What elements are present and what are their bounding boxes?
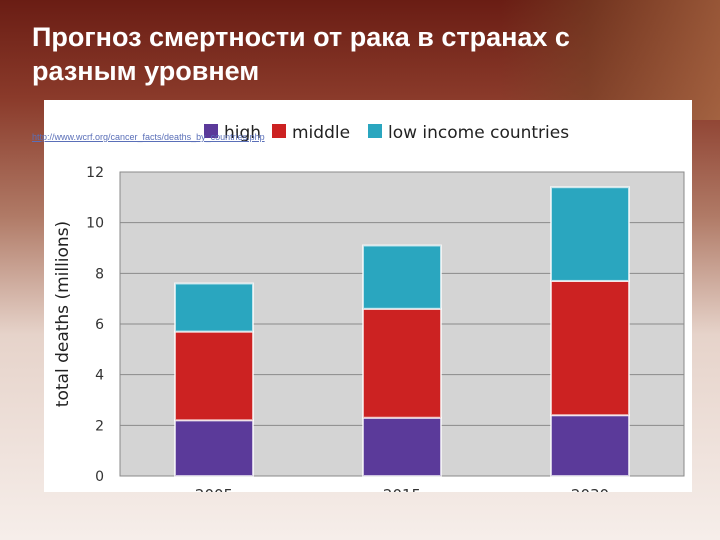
bar-segment	[362, 416, 442, 478]
legend-label: middle	[292, 123, 350, 143]
slide-title: Прогноз смертности от рака в странах с р…	[32, 22, 570, 86]
stacked-bar-chart: 0 2 4 6 8 10 12 total deaths (millions) 2005 2015…	[53, 123, 685, 492]
bar-segment	[362, 244, 442, 310]
legend-label: low income countries	[388, 123, 569, 143]
bar-segment	[550, 414, 630, 478]
x-tick-label: 2005	[195, 486, 233, 492]
bar-segment	[174, 330, 254, 422]
y-tick-label: 4	[95, 368, 104, 384]
y-tick-label: 12	[86, 165, 104, 181]
legend-swatch	[368, 124, 382, 138]
y-tick-label: 6	[95, 317, 104, 333]
legend-swatch	[272, 124, 286, 138]
legend-swatch	[204, 124, 218, 138]
bar-segment	[362, 307, 442, 419]
x-tick-label: 2015	[383, 486, 421, 492]
y-tick-label: 10	[86, 216, 104, 232]
bar-segment	[174, 419, 254, 477]
legend-label: high	[224, 123, 261, 143]
y-tick-label: 0	[95, 469, 104, 485]
bar-segment	[174, 282, 254, 333]
y-tick-label: 2	[95, 418, 104, 434]
y-axis-label: total deaths (millions)	[53, 221, 73, 407]
source-link[interactable]: http://www.wcrf.org/cancer_facts/deaths_…	[32, 132, 265, 142]
x-tick-label: 2030	[571, 486, 609, 492]
y-tick-label: 8	[95, 266, 104, 282]
bar-segment	[550, 279, 630, 417]
bar-segment	[550, 186, 630, 282]
chart-panel: 0 2 4 6 8 10 12 total deaths (millions) 2005 2015…	[44, 100, 692, 492]
